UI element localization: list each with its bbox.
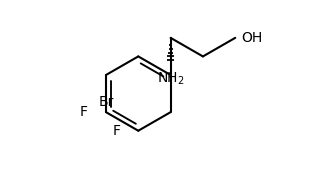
- Text: F: F: [80, 105, 88, 119]
- Text: OH: OH: [241, 31, 262, 45]
- Text: F: F: [113, 124, 120, 138]
- Text: NH$_2$: NH$_2$: [157, 71, 184, 87]
- Text: Br: Br: [98, 95, 114, 109]
